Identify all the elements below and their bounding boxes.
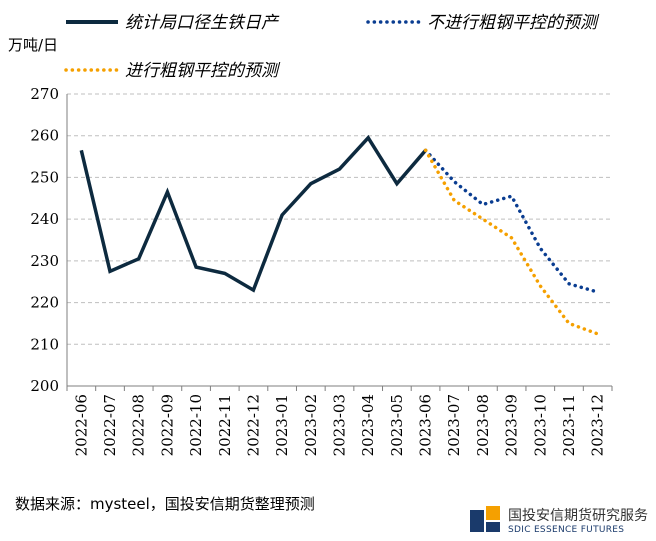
x-tick-label: 2023-03 xyxy=(331,394,349,456)
x-tick-label: 2023-02 xyxy=(302,394,320,456)
x-tick-label: 2022-10 xyxy=(187,394,205,456)
x-tick-label: 2023-05 xyxy=(388,394,406,456)
x-tick-label: 2023-07 xyxy=(445,394,463,456)
watermark: 国投安信期货研究服务 SDIC ESSENCE FUTURES xyxy=(470,505,648,535)
x-tick-label: 2022-07 xyxy=(101,394,119,456)
x-tick-label: 2023-12 xyxy=(589,394,607,456)
grid-lines xyxy=(66,93,612,387)
x-tick-label: 2022-06 xyxy=(72,394,90,456)
y-tick-label: 250 xyxy=(30,168,59,186)
y-tick-label: 210 xyxy=(30,335,59,353)
x-tick-label: 2022-08 xyxy=(130,394,148,456)
y-tick-label: 230 xyxy=(30,252,59,270)
y-axis-unit-label: 万吨/日 xyxy=(8,36,58,54)
series-line-3 xyxy=(423,148,600,336)
source-note: 数据来源：mysteel，国投安信期货整理预测 xyxy=(15,495,315,513)
watermark-subtext: SDIC ESSENCE FUTURES xyxy=(508,525,625,535)
x-axis-ticks: 2022-06 2022-07 2022-08 2022-09 2022-10 2022-… xyxy=(66,386,613,456)
x-tick-label: 2022-11 xyxy=(216,394,234,456)
x-tick-label: 2023-04 xyxy=(359,394,377,456)
legend-label-1: 统计局口径生铁日产 xyxy=(125,13,280,33)
y-axis-ticks: 200 210 220 230 240 250 260 270 xyxy=(30,85,59,395)
y-tick-label: 220 xyxy=(30,294,59,312)
series-line-2 xyxy=(423,148,600,294)
y-tick-label: 270 xyxy=(30,85,59,103)
x-tick-label: 2023-08 xyxy=(474,394,492,456)
watermark-text: 国投安信期货研究服务 xyxy=(508,508,648,524)
x-tick-label: 2023-01 xyxy=(273,394,291,456)
legend-label-3: 进行粗钢平控的预测 xyxy=(125,61,281,81)
y-tick-label: 240 xyxy=(30,210,59,228)
x-tick-label: 2022-09 xyxy=(158,394,176,456)
legend-label-2: 不进行粗钢平控的预测 xyxy=(427,13,600,33)
x-tick-label: 2022-12 xyxy=(244,394,262,456)
series-lines xyxy=(79,134,600,336)
x-tick-label: 2023-06 xyxy=(417,394,435,456)
y-tick-label: 200 xyxy=(30,377,59,395)
sdic-logo-icon xyxy=(470,506,500,532)
x-tick-label: 2023-11 xyxy=(560,394,578,456)
x-tick-label: 2023-10 xyxy=(531,394,549,456)
x-tick-label: 2023-09 xyxy=(503,394,521,456)
series-line-1 xyxy=(79,134,427,293)
y-tick-label: 260 xyxy=(30,127,59,145)
